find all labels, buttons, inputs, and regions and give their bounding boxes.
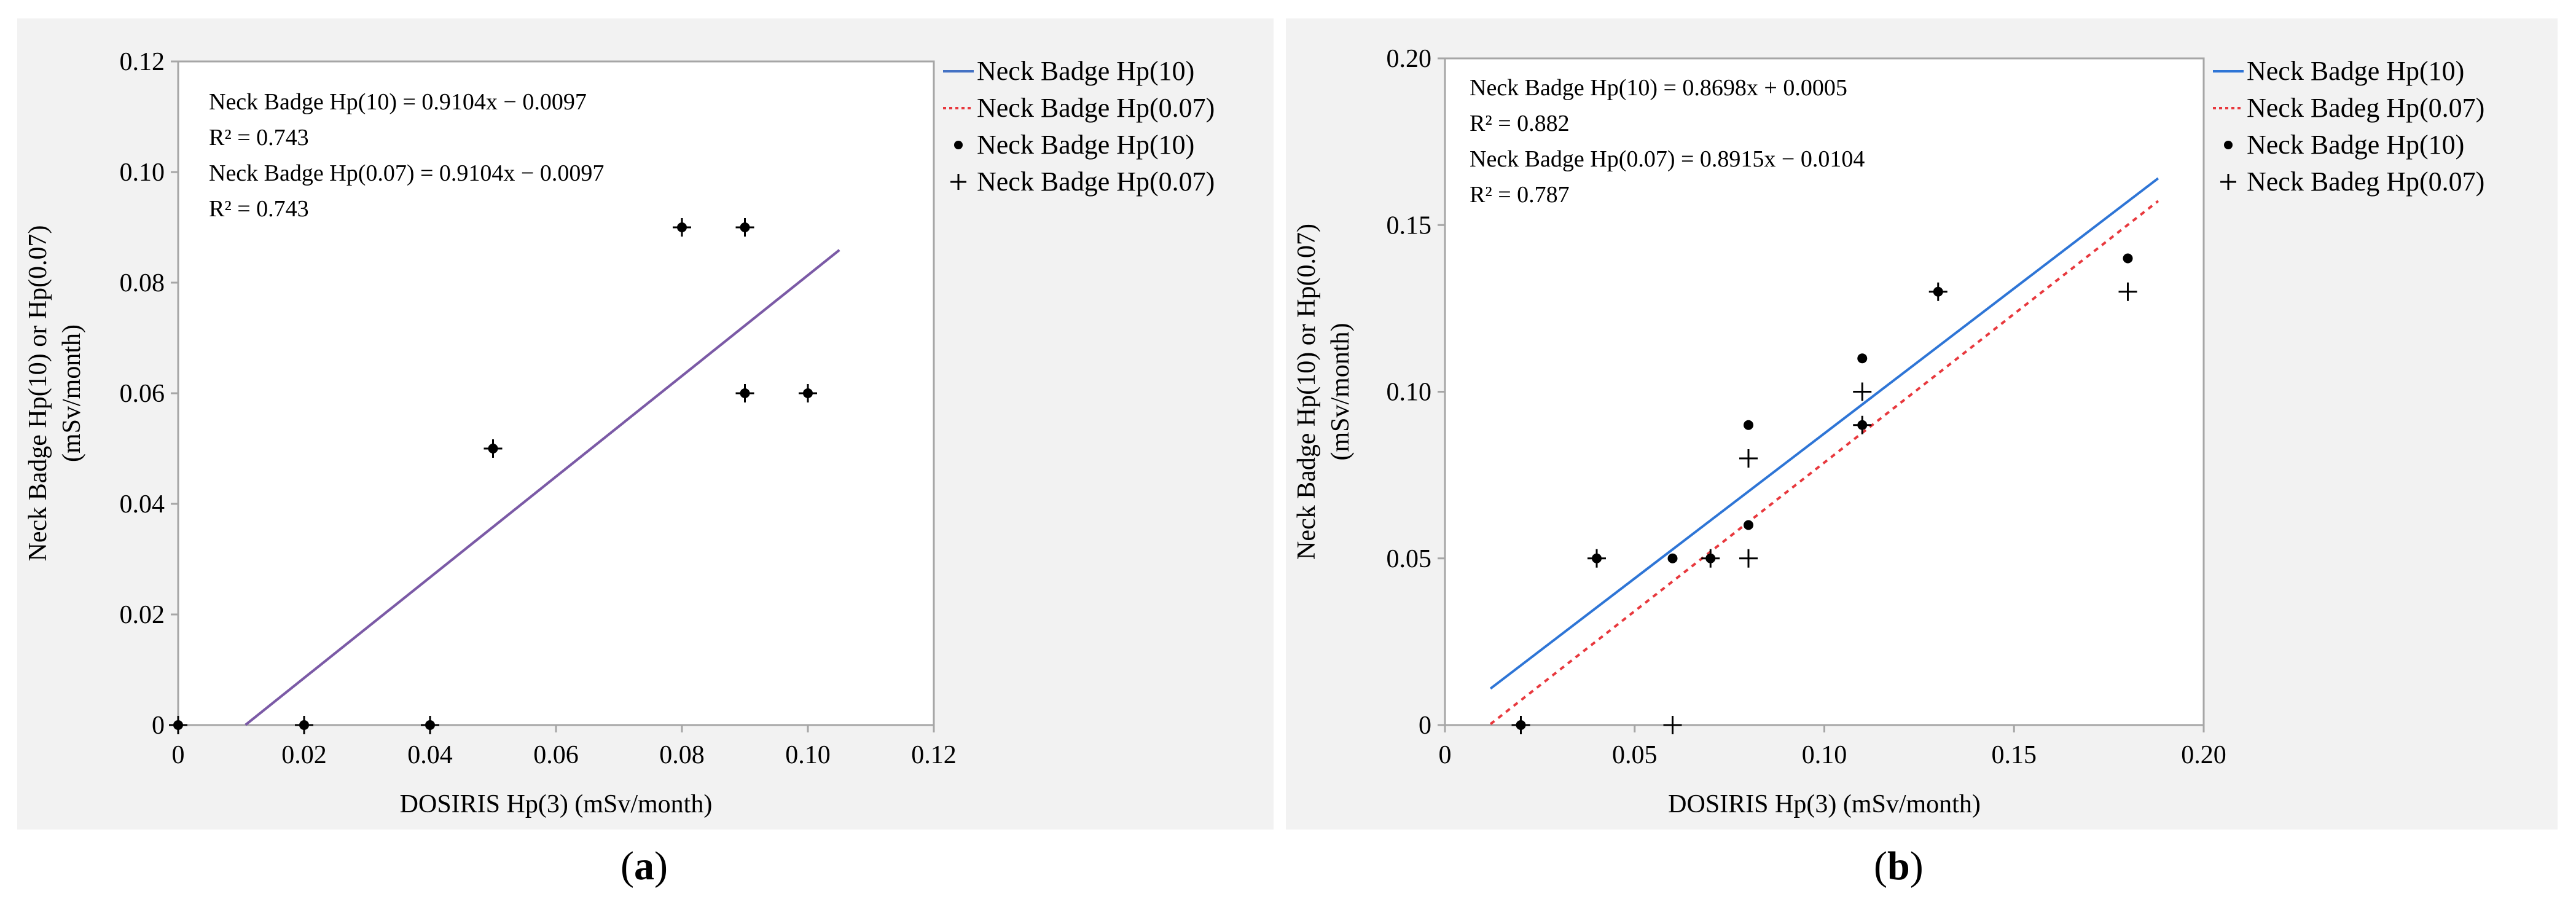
panel-a-y-tick-label: 0.12: [120, 48, 165, 76]
panel-a-annotation: Neck Badge Hp(10) = 0.9104x − 0.0097: [209, 89, 587, 115]
panel-b-y-axis-label-line2: (mSv/month): [1326, 323, 1355, 460]
panel-a-y-axis-label-line2: (mSv/month): [58, 324, 86, 462]
panel-a-x-tick-label: 0.10: [785, 741, 831, 769]
panel-b-annotation: R² = 0.787: [1470, 182, 1570, 208]
panel-b-point-plus: [1928, 282, 1948, 301]
panel-b-point-plus: [1739, 449, 1758, 468]
panel-b-legend-swatch-dot: [2224, 141, 2233, 149]
panel-b-plot-area: [1444, 57, 2205, 726]
panel-a-letter: a: [633, 844, 654, 888]
panel-a-y-axis-label-line1: Neck Badge Hp(10) or Hp(0.07): [24, 225, 52, 561]
panel-a-y-tick-label: 0: [152, 712, 165, 740]
panel-a-annotation: R² = 0.743: [209, 196, 309, 222]
panel-a-x-tick-label: 0.12: [911, 741, 957, 769]
panel-b-point-plus: [1739, 549, 1758, 568]
panel-b-annotation: Neck Badge Hp(10) = 0.8698x + 0.0005: [1470, 75, 1847, 101]
panel-b-fit-line-1: [1489, 200, 2159, 725]
panel-b-point-plus: [1853, 415, 1872, 434]
panel-b-x-axis-label: DOSIRIS Hp(3) (mSv/month): [1668, 790, 1981, 818]
panel-b-annotation: R² = 0.882: [1470, 111, 1570, 136]
panel-a-x-axis-label: DOSIRIS Hp(3) (mSv/month): [400, 790, 713, 818]
panel-b-legend-label: Neck Badge Hp(10): [2247, 130, 2464, 160]
panel-a-annotation: R² = 0.743: [209, 125, 309, 151]
panel-b-legend-label: Neck Badeg Hp(0.07): [2247, 167, 2484, 197]
panel-a-legend-swatch-dot: [954, 141, 963, 149]
panel-b-point-dot: [1744, 420, 1753, 430]
panel-a-legend-label: Neck Badge Hp(0.07): [977, 167, 1215, 197]
panel-b-chart: 0 0.05 0.10 0.15 0.20 0 0.05 0.10 0.15 0.20 DOSIRI…: [1293, 45, 2484, 818]
panel-b-x-tick-label: 0.15: [1992, 741, 2037, 769]
panel-a-x-tick-label: 0.08: [659, 741, 705, 769]
panel-a-x-tick-label: 0.04: [407, 741, 453, 769]
panel-a-y-tick-label: 0.02: [120, 601, 165, 629]
panel-b-point-plus: [1511, 716, 1530, 734]
panel-b-y-tick-label: 0: [1419, 712, 1431, 740]
panel-a-y-tick-label: 0.08: [120, 269, 165, 297]
panel-a-point-plus: [735, 218, 754, 237]
panel-b-point-plus: [1701, 549, 1720, 568]
panel-a-x-tick-label: 0.06: [533, 741, 579, 769]
panel-b-y-tick-label: 0.15: [1387, 211, 1432, 240]
panel-b-letter: b: [1887, 844, 1910, 888]
panel-a-y-tick-label: 0.04: [120, 490, 165, 519]
panel-b-point-dot: [2123, 253, 2133, 264]
panel-b-point-plus: [2118, 282, 2137, 301]
panel-a-point-plus: [799, 384, 817, 402]
panel-b-y-tick-label: 0.20: [1387, 45, 1432, 73]
panel-b-x-tick-label: 0.20: [2181, 741, 2226, 769]
panel-a-legend-label: Neck Badge Hp(10): [977, 130, 1194, 160]
panel-a-x-tick-label: 0.02: [281, 741, 327, 769]
panel-a-legend-swatch-plus: [950, 174, 966, 190]
panel-a-y-tick-label: 0.06: [120, 380, 165, 408]
panel-a-legend-label: Neck Badge Hp(10): [977, 56, 1194, 86]
panel-b-annotation: Neck Badge Hp(0.07) = 0.8915x − 0.0104: [1470, 146, 1865, 172]
panel-a-point-plus: [673, 218, 691, 237]
panel-b-point-plus: [1853, 382, 1872, 401]
panel-b-legend-swatch-plus: [2220, 174, 2236, 190]
panel-b-legend-label: Neck Badge Hp(10): [2247, 56, 2464, 86]
panel-b-caption: (b): [1874, 844, 1924, 888]
panel-a-fit-line-1: [245, 249, 840, 726]
panel-a-chart: 0 0.02 0.04 0.06 0.08 0.10 0.12 0 0.02 0.04 0.06 0.…: [24, 48, 1215, 818]
panel-a-legend-label: Neck Badge Hp(0.07): [977, 93, 1215, 123]
panel-b-y-tick-label: 0.10: [1387, 379, 1432, 407]
panel-a-point-plus: [483, 439, 503, 458]
panel-b-x-tick-label: 0.05: [1612, 741, 1658, 769]
panel-a-y-tick-label: 0.10: [120, 159, 165, 187]
panel-a-x-tick-label: 0: [172, 741, 185, 769]
panel-b-y-axis-label-line1: Neck Badge Hp(10) or Hp(0.07): [1293, 224, 1321, 560]
panel-a-caption: (a): [621, 844, 668, 888]
panel-b-fit-line-0: [1489, 177, 2159, 690]
panel-b-point-dot: [1744, 520, 1753, 530]
panel-b-y-tick-label: 0.05: [1387, 545, 1432, 573]
panel-b-point-dot: [1667, 553, 1678, 563]
panel-b-point-plus: [1587, 549, 1606, 568]
panel-b-point-plus: [1663, 716, 1682, 734]
panel-a-point-plus: [169, 716, 187, 734]
panel-b-legend-label: Neck Badeg Hp(0.07): [2247, 93, 2484, 123]
panel-b-point-dot: [1857, 353, 1868, 364]
panel-a-point-plus: [735, 384, 754, 402]
panel-b-x-tick-label: 0.10: [1802, 741, 1847, 769]
panel-a-annotation: Neck Badge Hp(0.07) = 0.9104x − 0.0097: [209, 160, 604, 186]
panel-a-point-plus: [295, 716, 313, 734]
panel-b-x-tick-label: 0: [1439, 741, 1452, 769]
panel-a-point-plus: [421, 716, 439, 734]
